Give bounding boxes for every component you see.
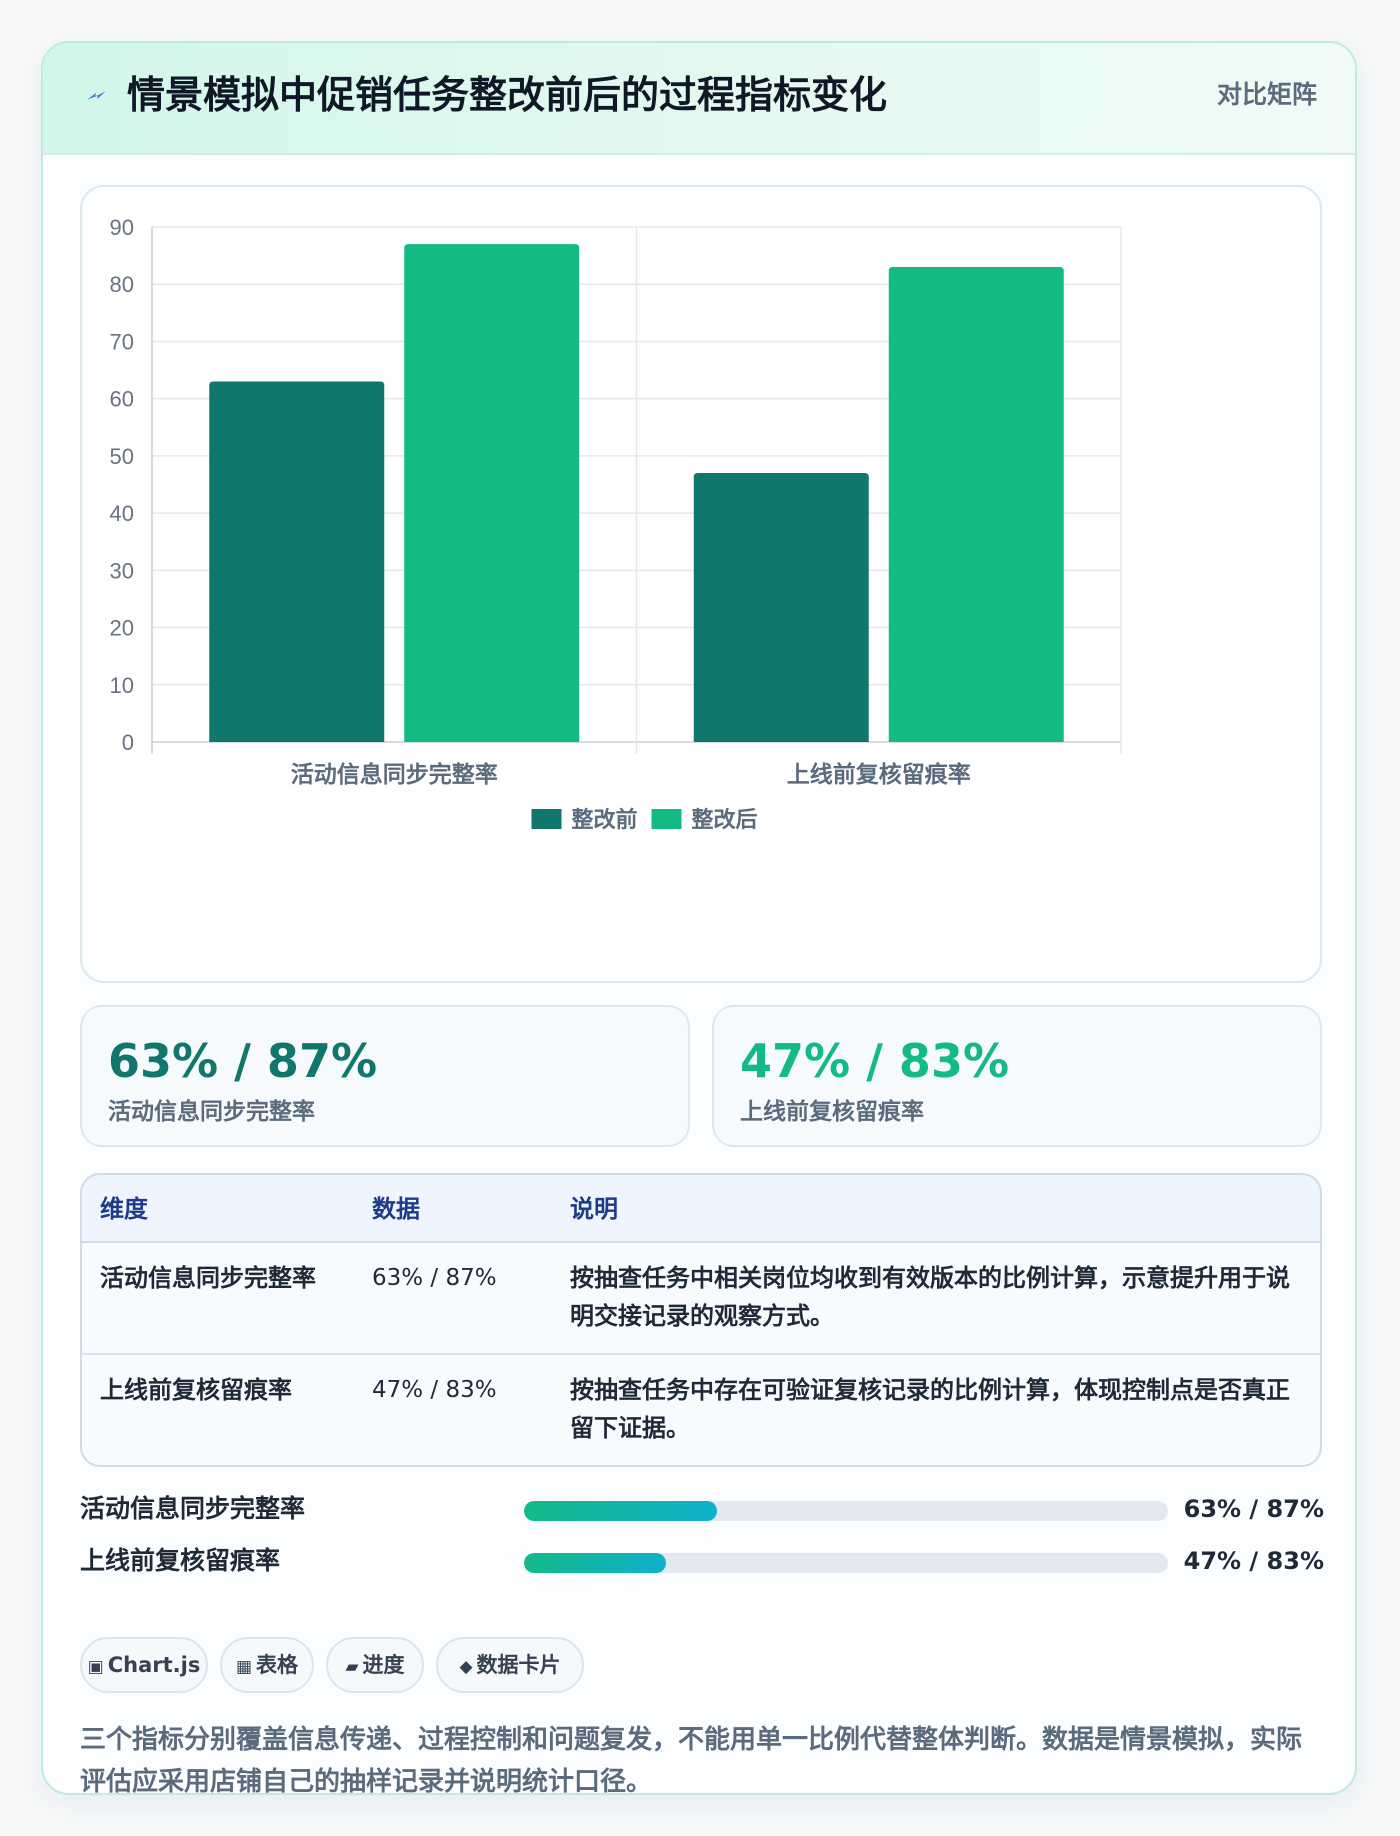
progress-value: 63% / 87% [1183,1495,1324,1523]
kpi-card-review: 47% / 83% 上线前复核留痕率 [712,1005,1322,1147]
y-tick-label: 20 [110,616,134,641]
diamond-icon: ◆ [459,1657,473,1677]
data-table: 维度 数据 说明 活动信息同步完整率 63% / 87% 按抽查任务中相关岗位均… [80,1173,1322,1467]
bar [209,381,385,742]
progress-fill [524,1553,666,1573]
kpi-card-sync: 63% / 87% 活动信息同步完整率 [80,1005,690,1147]
main-card: 情景模拟中促销任务整改前后的过程指标变化 对比矩阵 0 10 20 30 40 50 60 7… [41,41,1357,1795]
kpi-label: 上线前复核留痕率 [740,1099,924,1125]
chip-chartjs[interactable]: ▣ Chart.js [80,1637,208,1693]
header-dimension: 维度 [100,1195,148,1223]
table-header-row: 维度 数据 说明 [82,1175,1320,1243]
cell-dimension: 活动信息同步完整率 [100,1264,316,1292]
kpi-value: 63% / 87% [108,1034,378,1088]
cell-dimension: 上线前复核留痕率 [100,1376,292,1404]
chip-label: Chart.js [107,1653,201,1677]
chip-label: 表格 [256,1653,299,1677]
view-tag: 对比矩阵 [1216,80,1317,109]
chip-table[interactable]: ▦ 表格 [220,1637,314,1693]
lightning-icon [87,91,106,100]
y-tick-label: 40 [110,501,134,526]
progress-value: 47% / 83% [1183,1547,1324,1575]
footnote: 三个指标分别覆盖信息传递、过程控制和问题复发，不能用单一比例代替整体判断。数据是… [80,1725,1303,1795]
legend-swatch [531,809,562,829]
bar-chart: 0 10 20 30 40 50 60 70 80 90 活动信息同步完整率 上线前复核留痕率整改前 整… [80,185,1322,983]
kpi-value: 47% / 83% [740,1034,1010,1088]
kpi-label: 活动信息同步完整率 [108,1099,315,1125]
chip-progress[interactable]: ▰ 进度 [326,1637,424,1693]
header-data: 数据 [372,1195,420,1223]
chip-label: 数据卡片 [476,1653,561,1677]
table-row: 上线前复核留痕率 47% / 83% 按抽查任务中存在可验证复核记录的比例计算，… [82,1355,1320,1465]
progress-row-review: 上线前复核留痕率 47% / 83% [80,1541,1324,1581]
cell-data: 63% / 87% [372,1265,497,1291]
cell-data: 47% / 83% [372,1377,497,1403]
cell-description: 按抽查任务中相关岗位均收到有效版本的比例计算，示意提升用于说明交接记录的观察方式… [570,1264,1290,1330]
y-tick-label: 60 [110,387,134,412]
y-tick-label: 90 [110,215,134,240]
progress-label: 活动信息同步完整率 [80,1494,306,1523]
cell-description: 按抽查任务中存在可验证复核记录的比例计算，体现控制点是否真正留下证据。 [570,1376,1290,1442]
progress-fill [524,1501,718,1521]
chip-label: 进度 [362,1653,405,1677]
x-tick-label: 活动信息同步完整率 [291,761,498,788]
bar [693,473,869,742]
y-tick-label: 70 [110,329,134,354]
progress-track [524,1501,1168,1521]
progress-icon: ▰ [345,1657,359,1677]
bar [404,244,580,742]
legend-swatch [651,809,682,829]
table-row: 活动信息同步完整率 63% / 87% 按抽查任务中相关岗位均收到有效版本的比例… [82,1243,1320,1355]
y-tick-label: 10 [110,673,134,698]
chart-icon: ▣ [87,1657,104,1677]
card-header: 情景模拟中促销任务整改前后的过程指标变化 对比矩阵 [43,43,1355,155]
legend-label: 整改前 [572,807,638,833]
y-tick-label: 50 [110,444,134,469]
y-tick-label: 80 [110,272,134,297]
page-title: 情景模拟中促销任务整改前后的过程指标变化 [127,73,888,117]
y-tick-label: 30 [110,558,134,583]
table-icon: ▦ [235,1657,253,1677]
legend-label: 整改后 [692,807,758,833]
x-tick-label: 上线前复核留痕率 [787,761,971,788]
bar [888,267,1064,742]
progress-track [524,1553,1168,1573]
chip-data-card[interactable]: ◆ 数据卡片 [436,1637,584,1693]
y-tick-label: 0 [122,730,134,755]
progress-row-sync: 活动信息同步完整率 63% / 87% [80,1489,1324,1529]
progress-label: 上线前复核留痕率 [80,1546,281,1575]
header-description: 说明 [570,1195,618,1223]
